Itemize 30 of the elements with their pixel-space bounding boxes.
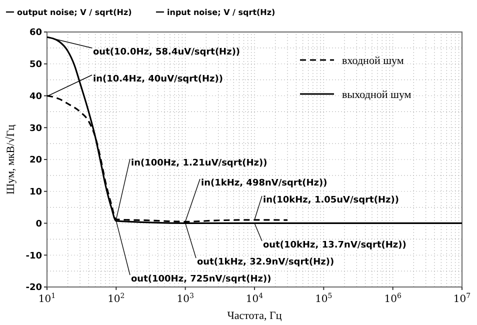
y-tick-label: -10 — [26, 251, 42, 262]
legend-label: выходной шум — [342, 88, 412, 101]
text: output noise; V / sqrt(Hz) — [17, 8, 132, 17]
x-tick-label: 10$^{1}$ — [38, 292, 56, 305]
annotation: in(10kHz, 1.05uV/sqrt(Hz)) — [263, 196, 399, 206]
annotation: out(10kHz, 13.7nV/sqrt(Hz)) — [263, 240, 406, 251]
annotation: out(10.0Hz, 58.4uV/sqrt(Hz)) — [93, 48, 240, 58]
annotation: in(100Hz, 1.21uV/sqrt(Hz)) — [131, 158, 268, 169]
text: input noise; V / sqrt(Hz) — [167, 8, 276, 17]
y-tick-label: -20 — [26, 283, 42, 294]
x-tick-label: 10$^{7}$ — [453, 292, 471, 305]
annotation: in(1kHz, 498nV/sqrt(Hz)) — [201, 178, 328, 189]
y-tick-label: 40 — [29, 92, 42, 102]
y-tick-label: 0 — [36, 219, 42, 230]
y-tick-label: 20 — [29, 156, 42, 166]
x-tick-label: 10$^{2}$ — [108, 292, 125, 305]
y-tick-label: 50 — [29, 60, 42, 70]
annotation: out(100Hz, 725nV/sqrt(Hz)) — [131, 274, 272, 285]
x-tick-label: 10$^{6}$ — [384, 292, 402, 305]
annotation: out(1kHz, 32.9nV/sqrt(Hz)) — [197, 258, 334, 268]
x-axis-title: Частота, Гц — [227, 310, 282, 322]
x-tick-label: 10$^{5}$ — [315, 292, 332, 305]
x-tick-label: 10$^{3}$ — [176, 292, 194, 305]
legend-label: входной шум — [342, 54, 404, 67]
y-tick-label: 10 — [29, 188, 42, 198]
y-tick-label: 30 — [29, 124, 42, 134]
y-axis-title: Шум, мкВ/√Гц — [5, 124, 17, 194]
x-tick-label: 10$^{4}$ — [246, 292, 264, 305]
y-tick-label: 60 — [29, 28, 42, 38]
annotation: in(10.4Hz, 40uV/sqrt(Hz)) — [93, 74, 223, 85]
